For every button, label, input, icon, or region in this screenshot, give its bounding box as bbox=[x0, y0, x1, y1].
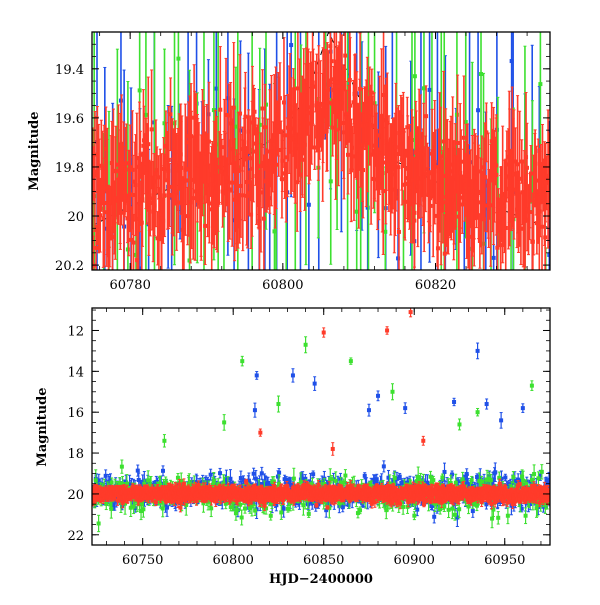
bottom-blue-point bbox=[376, 391, 380, 401]
bottom-red-point bbox=[258, 429, 262, 436]
bottom-x-tick-label: 60850 bbox=[303, 553, 344, 568]
bottom-green-point bbox=[240, 510, 244, 525]
bottom-green-point bbox=[476, 408, 480, 415]
top-y-tick-label: 19.8 bbox=[55, 161, 84, 176]
bottom-blue-point bbox=[313, 377, 317, 391]
bottom-green-point bbox=[222, 415, 226, 431]
bottom-x-tick-label: 60800 bbox=[213, 553, 254, 568]
bottom-blue-point bbox=[499, 413, 503, 429]
bottom-green-point bbox=[391, 384, 395, 400]
bottom-plot-frame bbox=[92, 308, 550, 545]
bottom-green-point bbox=[447, 502, 451, 517]
bottom-y-tick-label: 12 bbox=[67, 324, 84, 339]
top-y-tick-label: 19.4 bbox=[55, 63, 84, 78]
bottom-red-point bbox=[331, 443, 335, 456]
bottom-blue-point bbox=[485, 399, 489, 409]
bottom-green-point bbox=[530, 381, 534, 391]
bottom-blue-point bbox=[452, 398, 456, 405]
bottom-green-point bbox=[162, 435, 166, 447]
bottom-y-tick-label: 14 bbox=[67, 365, 84, 380]
bottom-green-point bbox=[97, 515, 101, 531]
bottom-green-point bbox=[304, 337, 308, 353]
bottom-y-axis-title: Magnitude bbox=[35, 387, 50, 466]
bottom-green-point bbox=[506, 508, 510, 524]
bottom-blue-point bbox=[432, 511, 436, 523]
bottom-y-tick-label: 22 bbox=[67, 529, 84, 544]
bottom-data-layer bbox=[90, 307, 552, 531]
bottom-blue-point bbox=[311, 471, 315, 478]
bottom-green-point bbox=[240, 356, 244, 366]
bottom-green-point bbox=[524, 508, 528, 524]
bottom-green-point bbox=[307, 510, 311, 517]
bottom-blue-point bbox=[260, 467, 264, 479]
bottom-blue-point bbox=[403, 403, 407, 414]
bottom-blue-point bbox=[367, 404, 371, 416]
bottom-blue-point bbox=[218, 468, 222, 477]
bottom-panel: 60750 60800 60850 60900 60950 12 14 16 18 20 22 Ma… bbox=[35, 307, 552, 587]
bottom-blue-point bbox=[253, 403, 257, 417]
bottom-red-point bbox=[424, 499, 428, 503]
bottom-blue-point bbox=[382, 461, 386, 472]
bottom-x-tick-label: 60950 bbox=[484, 553, 525, 568]
bottom-red-point bbox=[385, 327, 389, 335]
bottom-x-tick-label: 60900 bbox=[394, 553, 435, 568]
bottom-green-point bbox=[412, 512, 416, 520]
bottom-red-point bbox=[315, 503, 319, 507]
bottom-blue-point bbox=[255, 372, 259, 380]
top-y-tick-label: 19.6 bbox=[55, 112, 84, 127]
top-x-tick-label: 60800 bbox=[262, 278, 303, 293]
top-y-tick-label: 20.2 bbox=[55, 259, 84, 274]
top-data-layer bbox=[91, 0, 552, 501]
bottom-red-point bbox=[518, 482, 522, 486]
bottom-green-point bbox=[120, 460, 124, 473]
bottom-x-tick-label: 60750 bbox=[122, 553, 163, 568]
bottom-y-tick-label: 20 bbox=[67, 488, 84, 503]
bottom-y-tick-label: 16 bbox=[67, 406, 84, 421]
bottom-red-point bbox=[421, 436, 425, 445]
bottom-red-point bbox=[409, 307, 413, 316]
bottom-blue-point bbox=[161, 466, 165, 476]
top-y-tick-label: 20 bbox=[67, 210, 84, 225]
bottom-y-tick-label: 18 bbox=[67, 447, 84, 462]
bottom-green-point bbox=[243, 504, 247, 513]
bottom-red-point bbox=[322, 328, 326, 337]
bottom-green-point bbox=[457, 419, 461, 430]
bottom-blue-point bbox=[291, 369, 295, 382]
bottom-blue-point bbox=[503, 474, 507, 480]
top-x-tick-label: 60820 bbox=[415, 278, 456, 293]
bottom-red-point bbox=[325, 505, 329, 509]
bottom-x-axis-title: HJD−2400000 bbox=[269, 572, 373, 587]
bottom-blue-point bbox=[521, 404, 525, 413]
top-y-axis-title: Magnitude bbox=[27, 111, 42, 190]
top-blue-point bbox=[390, 0, 394, 118]
top-x-tick-label: 60780 bbox=[109, 278, 150, 293]
top-panel: 60780 60800 60820 19.4 19.6 19.8 20 20.2 Magnit… bbox=[27, 0, 552, 501]
bottom-green-point bbox=[496, 512, 500, 524]
bottom-green-point bbox=[349, 358, 353, 364]
bottom-blue-point bbox=[476, 343, 480, 359]
bottom-green-point bbox=[276, 396, 280, 412]
bottom-blue-point bbox=[209, 469, 213, 480]
